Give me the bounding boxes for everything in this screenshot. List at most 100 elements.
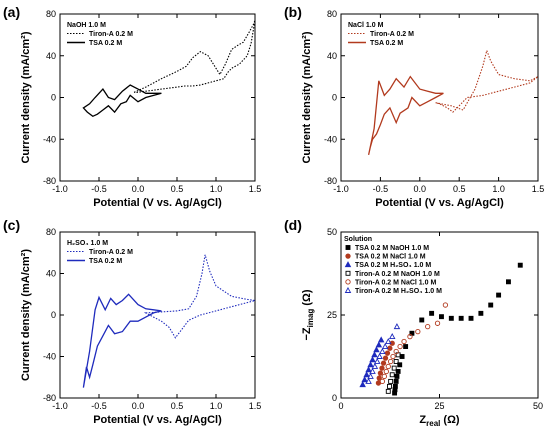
legend-item-label: TSA 0.2 M [89, 258, 122, 265]
data-point [488, 302, 494, 308]
data-point [399, 354, 405, 359]
x-tick-label: -1.0 [333, 184, 349, 194]
data-point [390, 353, 396, 360]
data-point [384, 350, 391, 356]
data-point [403, 344, 409, 349]
x-tick-label: 0.0 [132, 184, 145, 194]
legend-item-label: TSA 0.2 M [370, 40, 403, 47]
data-point [379, 347, 386, 354]
x-tick-label: 1.5 [249, 184, 262, 194]
x-tick-label: 1.0 [492, 184, 505, 194]
data-point [373, 357, 381, 364]
legend-item-label: Tiron-A 0.2 M NaCl 1.0 M [355, 279, 436, 286]
data-point [365, 366, 372, 373]
data-point [377, 336, 385, 343]
series-line-2 [82, 293, 162, 388]
legend-title: H₂SO₄ 1.0 M [67, 240, 108, 247]
y-tick-label: -80 [43, 176, 56, 186]
data-point [369, 356, 376, 363]
y-tick-label: -80 [324, 176, 337, 186]
data-point [382, 355, 389, 361]
legend-swatch [345, 270, 351, 276]
x-tick-label: -0.5 [91, 184, 107, 194]
x-axis-label: Potential (V vs. Ag/AgCl) [375, 197, 504, 209]
x-tick-label: 0.5 [171, 401, 184, 411]
data-point [381, 373, 387, 380]
chart-panel-3: (c) -1.0 -0.5 0.0 0.5 1.0 1.5 -80 -40 0 40 80 Potent… [3, 217, 261, 426]
data-point [425, 323, 431, 330]
y-tick-label: 0 [51, 310, 56, 320]
data-point [393, 378, 399, 384]
data-point [380, 360, 387, 366]
series-line-1 [133, 20, 256, 93]
data-point [379, 365, 385, 371]
x-tick-label: 25 [434, 401, 444, 411]
x-tick-label: -0.5 [373, 184, 389, 194]
data-point [392, 383, 398, 389]
data-point [394, 373, 400, 379]
data-point [415, 328, 421, 335]
legend-swatch [345, 279, 351, 285]
data-point [389, 372, 395, 378]
data-point [376, 352, 383, 359]
panel-label: (b) [284, 4, 302, 20]
data-point [401, 338, 407, 345]
y-axis-label: Current density (mA/cm²) [20, 31, 32, 163]
data-point [367, 361, 374, 368]
data-point [458, 315, 464, 321]
data-point [387, 383, 392, 389]
x-axis-label: Zreal (Ω) [419, 414, 460, 428]
data-point [506, 279, 511, 285]
data-point [517, 262, 523, 268]
data-point [373, 346, 380, 353]
y-axis-label: Current density (mA/cm²) [20, 249, 32, 381]
data-point [393, 348, 399, 355]
data-point [397, 343, 403, 350]
x-axis-label: Potential (V vs. Ag/AgCl) [93, 197, 222, 209]
data-point [375, 341, 383, 348]
legend-swatch [344, 261, 352, 268]
series-line-1 [435, 48, 539, 113]
series-line-2 [82, 84, 162, 118]
data-point [496, 292, 502, 298]
data-point [393, 323, 401, 330]
x-tick-label: 0.5 [453, 184, 466, 194]
data-point [429, 310, 435, 316]
series-line-2 [367, 75, 444, 156]
x-tick-label: 0.0 [414, 184, 427, 194]
series-line-1 [143, 254, 256, 339]
data-point [387, 358, 394, 365]
data-point [371, 351, 378, 358]
y-tick-label: 0 [332, 93, 337, 103]
y-tick-label: -80 [43, 393, 56, 403]
legend-item-label: Tiron-A 0.2 M [370, 31, 414, 38]
x-tick-label: 0.0 [132, 401, 145, 411]
legend-item-label: Tiron-A 0.2 M H₂SO₄ 1.0 M [355, 288, 442, 295]
data-point [361, 376, 368, 383]
data-point [395, 368, 401, 374]
y-tick-label: 40 [46, 269, 56, 279]
data-point [369, 367, 376, 374]
x-tick-label: 1.0 [210, 401, 223, 411]
panel-label: (d) [284, 217, 302, 233]
legend-item-label: TSA 0.2 M NaOH 1.0 M [355, 245, 429, 252]
data-point [468, 315, 474, 321]
y-tick-label: 80 [46, 227, 56, 237]
x-tick-label: 1.5 [532, 184, 545, 194]
y-axis-label: Current density (mA/cm²) [301, 31, 313, 163]
x-tick-label: 0.5 [171, 184, 184, 194]
data-point [387, 345, 393, 351]
x-tick-label: 0 [338, 401, 343, 411]
data-point [371, 362, 379, 369]
legend-item-label: Tiron-A 0.2 M [89, 249, 133, 256]
legend-item-label: TSA 0.2 M NaCl 1.0 M [355, 254, 426, 261]
data-point [383, 368, 389, 375]
y-tick-label: 0 [51, 93, 56, 103]
chart-panel-2: (b) -1.0 -0.5 0.0 0.5 1.0 1.5 -80 -40 0 40 80 Potent… [284, 4, 544, 209]
data-point [434, 320, 441, 326]
y-tick-label: 80 [46, 9, 56, 19]
chart-panel-1: (a) -1.0 -0.5 0.0 0.5 1.0 1.5 -80 -40 0 40 80 Potent… [3, 4, 261, 209]
data-point [363, 371, 370, 378]
data-point [393, 359, 399, 364]
